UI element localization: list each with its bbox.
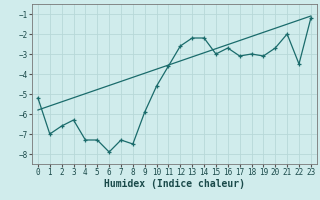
X-axis label: Humidex (Indice chaleur): Humidex (Indice chaleur) — [104, 179, 245, 189]
